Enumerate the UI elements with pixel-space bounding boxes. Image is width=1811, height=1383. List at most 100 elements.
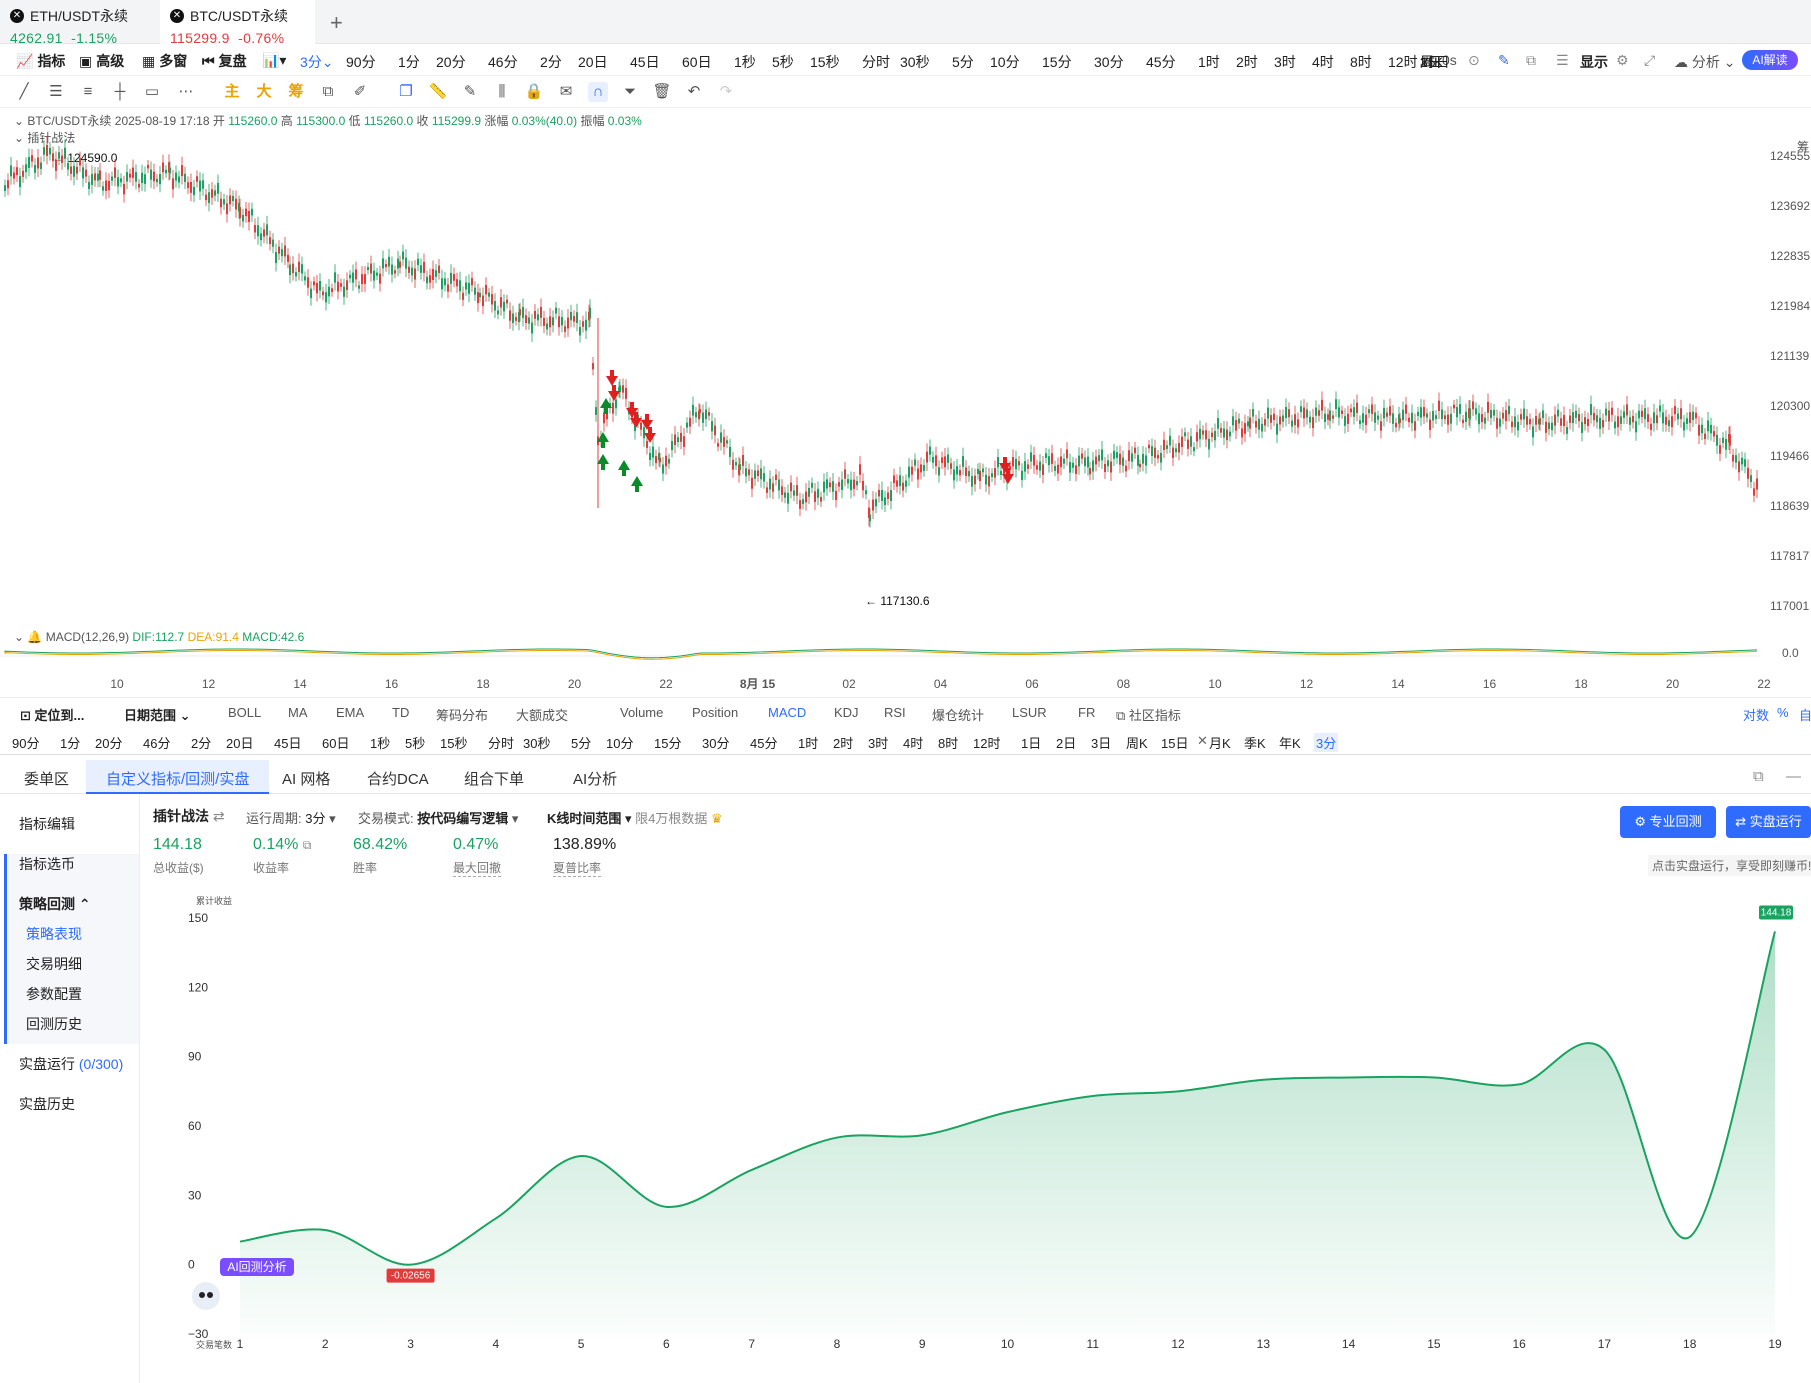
timeframe-option[interactable]: 5分 [952,54,974,70]
timeframe-option[interactable]: 15日 [1420,54,1450,70]
sidebar-item-live-history[interactable]: 实盘历史 [19,1096,75,1112]
timeframe-option[interactable]: 2时 [1236,54,1258,70]
timeframe-option[interactable]: 30秒 [523,736,551,751]
timeframe-option[interactable]: 2日 [1420,54,1442,70]
kline-chart[interactable]: ⌄ BTC/USDT永续 2025-08-19 17:18 开 115260.0… [0,108,1811,698]
indicator-option[interactable]: RSI [884,705,906,720]
timeframe-option[interactable]: 30秒 [900,54,930,70]
timeframe-option[interactable]: 46分 [488,54,518,70]
add-tab-icon[interactable]: + [330,10,343,35]
minimize-icon[interactable]: — [1786,768,1801,785]
timeframe-option[interactable]: 45分 [1146,54,1176,70]
timeframe-option[interactable]: 15秒 [440,736,468,751]
sidebar-item-live[interactable]: 实盘运行 (0/300) [19,1056,124,1072]
timeframe-option[interactable]: 45日 [274,736,302,751]
timeframe-option[interactable]: 周K [1126,736,1148,751]
more-tools-icon[interactable]: ⋯ [178,83,194,100]
timeframe-option[interactable]: 46分 [143,736,171,751]
timeframe-option[interactable]: 分时 [862,54,890,70]
kline-range-select[interactable]: K线时间范围 ▾ 限4万根数据 ♛ [547,811,723,826]
timeframe-option[interactable]: 1时 [798,736,819,751]
timeframe-option[interactable]: 3日 [1091,736,1112,751]
sidebar-item-backtest[interactable]: 策略回测 ⌃ [19,896,91,912]
timeframe-option[interactable]: 分时 [488,736,515,751]
timeframe-option[interactable]: 2分 [540,54,562,70]
popout-icon[interactable]: ⧉ [1753,768,1764,785]
tab-btc[interactable]: ✕ BTC/USDT永续 115299.9 -0.76% [160,0,315,46]
rectangle-icon[interactable]: ▭ [144,83,160,100]
timeframe-option[interactable]: 1分 [398,54,420,70]
auto-scale-button[interactable]: 自 [1799,708,1811,723]
undo-icon[interactable]: ↶ [687,83,701,100]
indicator-option[interactable]: 大额成交 [516,708,569,723]
close-icon[interactable]: ✕ [1197,733,1208,748]
clone-icon[interactable]: ❐ [399,83,413,100]
timeframe-option[interactable]: 15秒 [810,54,840,70]
brush-icon[interactable]: ✐ [353,83,367,100]
timeframe-option[interactable]: 45分 [750,736,778,751]
timeframe-option[interactable]: 1秒 [734,54,756,70]
timeframe-option[interactable]: 8时 [938,736,959,751]
timeframe-option[interactable]: 10分 [990,54,1020,70]
timeframe-option[interactable]: 4时 [1312,54,1334,70]
date-range-button[interactable]: 日期范围 ⌄ [124,708,191,723]
horizontal-line-icon[interactable]: ┼ [114,83,126,100]
fullscreen-icon[interactable]: ⤢ [1644,52,1656,68]
timeframe-option[interactable]: 10分 [606,736,634,751]
indicator-option[interactable]: LSUR [1012,705,1047,720]
sidebar-sub-params[interactable]: 参数配置 [26,986,82,1002]
indicator-option[interactable]: KDJ [834,705,859,720]
timeframe-option[interactable]: 15分 [654,736,682,751]
trendline-icon[interactable]: ╱ [19,83,29,100]
robot-icon[interactable] [192,1282,220,1310]
collapse-icon[interactable]: ⌄ [14,630,25,644]
timeframe-option[interactable]: 2时 [833,736,854,751]
camera-icon[interactable]: ⊙ [1468,52,1480,68]
timeframe-option[interactable]: 4时 [903,736,924,751]
swap-icon[interactable]: ⇄ [212,808,225,824]
indicator-option[interactable]: FR [1078,705,1096,720]
strategy-name[interactable]: 插针战法 ⇄ [153,808,225,824]
indicator-option[interactable]: Position [692,705,739,720]
timeframe-option[interactable]: 20分 [95,736,123,751]
tab-ai-grid[interactable]: AI 网格 [282,771,331,788]
candle-type-icon[interactable]: 📊▾ [262,52,287,68]
tab-dca[interactable]: 合约DCA [367,771,429,788]
timeframe-option[interactable]: 1日 [1420,54,1442,70]
redo-icon[interactable]: ↷ [719,83,733,100]
collapse-icon[interactable]: ⌄ [14,114,25,128]
timeframe-option[interactable]: 3时 [1274,54,1296,70]
timeframe-option[interactable]: 60日 [682,54,712,70]
timeframe-option[interactable]: 3时 [868,736,889,751]
live-run-button[interactable]: ⇄ 实盘运行 [1726,806,1811,838]
current-timeframe[interactable]: 3分⌄ [300,54,334,70]
sidebar-sub-performance[interactable]: 策略表现 [26,926,82,942]
timeframe-option[interactable]: 12时 [973,736,1001,751]
tab-eth[interactable]: ✕ ETH/USDT永续 4262.91 -1.15% [10,8,128,46]
indicator-option[interactable]: 筹码分布 [436,708,489,723]
filter-icon[interactable]: ⏷ [623,83,636,100]
indicator-option[interactable]: EMA [336,705,365,720]
timeframe-option[interactable]: 2分 [191,736,212,751]
timeframe-option[interactable]: 30分 [702,736,730,751]
timeframe-option[interactable]: 5分 [571,736,592,751]
log-scale-button[interactable]: 对数 [1743,708,1770,723]
chip-button[interactable]: 筹 [288,83,304,100]
lock-icon[interactable]: 🔒 [524,83,544,100]
pro-backtest-button[interactable]: ⚙ 专业回测 [1620,806,1716,838]
indicator-option[interactable]: 爆仓统计 [932,708,985,723]
bell-icon[interactable]: 🔔 [27,630,43,644]
multi-window-button[interactable]: ▦ 多窗 [142,52,188,70]
timeframe-option[interactable]: 90分 [346,54,376,70]
ai-interpret-button[interactable]: AI解读 [1742,50,1798,70]
timeframe-option[interactable]: 8时 [1350,54,1372,70]
note-icon[interactable]: ✉ [559,83,573,100]
tab-ai-analysis[interactable]: AI分析 [573,771,618,788]
channel-icon[interactable]: ≡ [83,83,93,100]
timeframe-option[interactable]: 12时 [1388,54,1418,70]
analysis-button[interactable]: ☁ 分析 ⌄ [1674,54,1736,70]
sidebar-item-indicator-edit[interactable]: 指标编辑 [19,816,75,832]
timeframe-option[interactable]: 90分 [12,736,40,751]
parallel-lines-icon[interactable]: ☰ [49,83,63,100]
ruler-icon[interactable]: 📏 [428,83,448,100]
